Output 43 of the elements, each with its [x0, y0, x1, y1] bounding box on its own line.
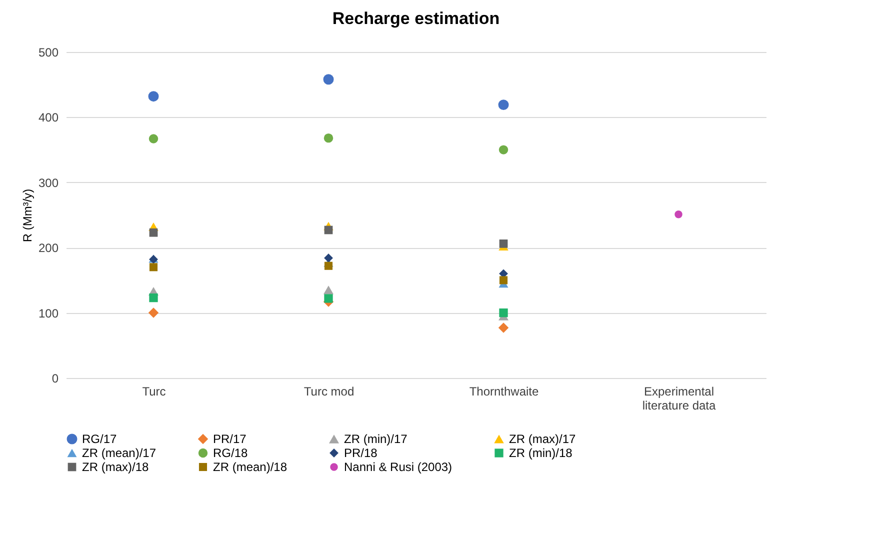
chart-title: Recharge estimation — [332, 9, 500, 28]
point — [148, 134, 158, 144]
point — [324, 294, 333, 303]
point — [499, 240, 508, 248]
point — [498, 145, 508, 154]
y-tick-label: 100 — [38, 306, 59, 320]
legend-label: Nanni & Rusi (2003) — [344, 460, 452, 474]
point — [148, 308, 159, 318]
point — [324, 226, 333, 234]
legend-label: ZR (min)/17 — [344, 432, 408, 446]
point — [324, 262, 333, 270]
legend-label: ZR (mean)/18 — [213, 460, 288, 474]
point — [498, 100, 509, 110]
point — [149, 293, 158, 302]
y-tick-label: 200 — [38, 241, 59, 256]
y-tick-label: 400 — [38, 110, 59, 125]
point — [149, 228, 158, 237]
y-tick-label: 500 — [38, 46, 59, 60]
legend-label: ZR (mean)/17 — [82, 446, 156, 460]
point — [148, 91, 159, 102]
legend-label: ZR (max)/17 — [509, 432, 576, 446]
legend-label: PR/17 — [213, 432, 247, 446]
legend-label: ZR (min)/18 — [509, 446, 573, 460]
legend-label: PR/18 — [344, 446, 378, 460]
y-tick-label: 0 — [52, 372, 59, 386]
x-tick-label: Turc — [142, 384, 166, 398]
point — [674, 210, 682, 218]
point — [149, 263, 158, 272]
x-tick-label: Turc mod — [304, 384, 354, 398]
y-tick-label: 300 — [38, 176, 59, 190]
point — [324, 133, 334, 143]
y-axis-title: R (Mm³/y) — [20, 188, 34, 242]
point — [324, 286, 334, 294]
x-tick-label: Thornthwaite — [469, 384, 540, 398]
point — [499, 276, 508, 284]
x-tick-label: Experimental literature data — [642, 384, 716, 412]
point — [499, 308, 508, 318]
legend-label: RG/17 — [82, 432, 118, 446]
point — [323, 74, 334, 85]
legend-label: RG/18 — [213, 446, 248, 460]
point — [498, 322, 509, 333]
point — [324, 254, 333, 263]
legend-label: ZR (max)/18 — [82, 460, 149, 474]
